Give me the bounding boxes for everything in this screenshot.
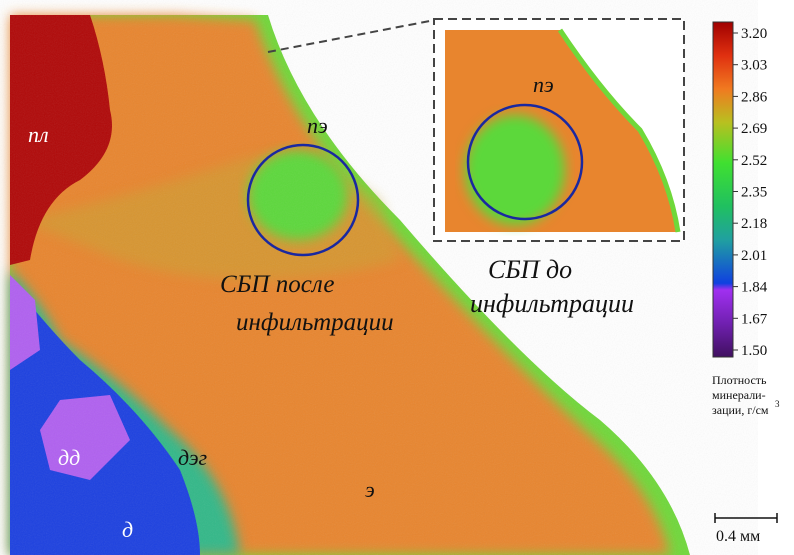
colorbar-tick-label: 2.18: [741, 216, 767, 232]
scale-label: 0.4 мм: [716, 528, 760, 545]
colorbar-tick-label: 2.52: [741, 153, 767, 169]
caption: СБП до: [488, 255, 572, 284]
label: пл: [28, 122, 49, 147]
colorbar-tick-label: 1.67: [741, 311, 768, 327]
colorbar: 3.20 3.03 2.86 2.69 2.52 2.35 2.18 2.01 1.84 1.67…: [713, 22, 768, 359]
label: пэ: [307, 113, 328, 138]
colorbar-title: минерали-: [712, 388, 766, 402]
scale-bar: 0.4 мм: [715, 513, 777, 545]
figure: пл пэ пэ дд дэг э д СБП после инфильтрац…: [0, 0, 794, 555]
colorbar-tick-label: 3.20: [741, 26, 767, 42]
colorbar-tick-label: 1.50: [741, 343, 767, 359]
colorbar-tick-label: 2.35: [741, 185, 767, 201]
label: дд: [58, 445, 80, 470]
colorbar-tick-label: 1.84: [741, 280, 768, 296]
colorbar-title: Плотность: [712, 373, 767, 387]
label: дэг: [178, 445, 208, 470]
colorbar-title-sup: 3: [775, 399, 780, 409]
caption: инфильтрации: [470, 289, 634, 318]
colorbar-tick-label: 3.03: [741, 58, 767, 74]
inset: [434, 19, 684, 241]
label: э: [365, 477, 375, 502]
colorbar-title: зации, г/см: [712, 403, 769, 417]
label: д: [122, 517, 133, 542]
colorbar-tick-label: 2.69: [741, 121, 767, 137]
caption: инфильтрации: [236, 309, 394, 336]
caption: СБП после: [220, 271, 334, 298]
colorbar-tick-label: 2.86: [741, 89, 768, 105]
colorbar-tick-label: 2.01: [741, 248, 767, 264]
label: пэ: [533, 72, 554, 97]
